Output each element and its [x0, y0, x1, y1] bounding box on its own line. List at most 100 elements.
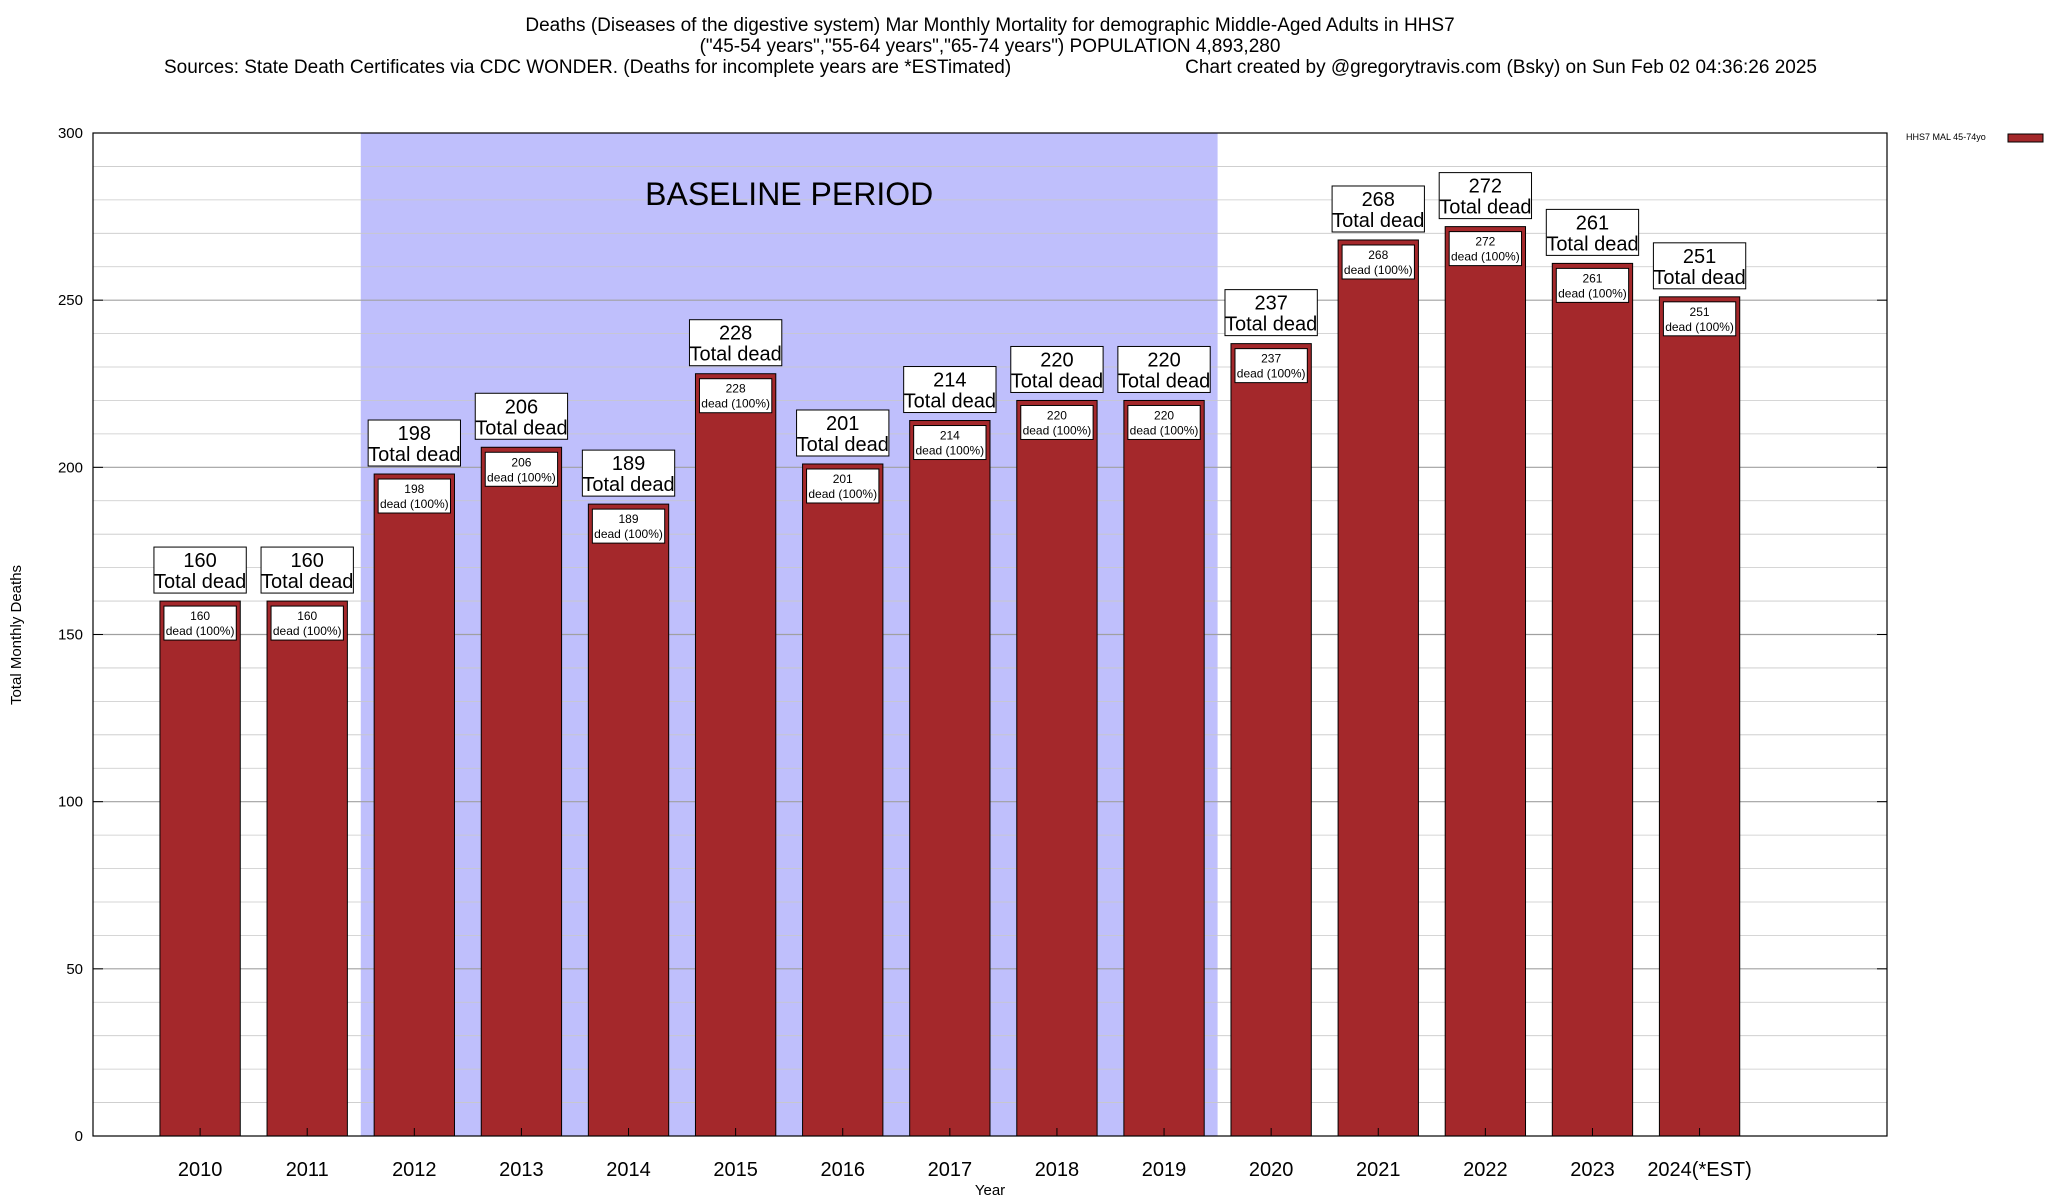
inner-label-value-2013: 206	[511, 455, 531, 469]
y-tick-label-150: 150	[58, 627, 83, 644]
inner-label-box-2024(*EST)	[1662, 301, 1737, 337]
top-label-text-2016: Total dead	[797, 434, 889, 456]
legend: HHS7 MAL 45-74yo	[1906, 132, 2044, 143]
top-label-text-2019: Total dead	[1118, 370, 1210, 392]
bar-2019	[1123, 399, 1205, 1137]
title-line-2: ("45-54 years","55-64 years","65-74 year…	[700, 36, 1281, 57]
top-label-box-2020	[1224, 289, 1318, 337]
inner-label-value-2022: 272	[1475, 235, 1495, 249]
top-label-text-2018: Total dead	[1011, 370, 1103, 392]
inner-label-value-2014: 189	[619, 512, 639, 526]
x-tick-label-2011: 2011	[286, 1159, 329, 1181]
top-label-box-2016	[796, 409, 890, 457]
top-label-value-2022: 272	[1469, 176, 1502, 198]
inner-label-text-2020: dead (100%)	[1237, 367, 1306, 381]
inner-label-text-2022: dead (100%)	[1451, 250, 1520, 264]
inner-label-text-2021: dead (100%)	[1344, 263, 1413, 277]
top-label-box-2015	[688, 319, 783, 367]
bar-2023	[1551, 262, 1634, 1137]
x-tick-label-2013: 2013	[499, 1159, 544, 1181]
inner-label-box-2017	[913, 425, 987, 461]
inner-label-box-2013	[484, 451, 559, 487]
inner-label-box-2010	[163, 605, 237, 641]
top-label-value-2010: 160	[183, 550, 216, 572]
inner-label-text-2015: dead (100%)	[701, 397, 770, 411]
y-tick-label-300: 300	[58, 125, 83, 142]
top-label-value-2016: 201	[826, 413, 859, 435]
x-tick-label-2022: 2022	[1463, 1159, 1508, 1181]
top-label-value-2018: 220	[1040, 349, 1073, 371]
x-tick-label-2021: 2021	[1356, 1159, 1401, 1181]
x-tick-label-2017: 2017	[928, 1159, 973, 1181]
inner-label-value-2021: 268	[1368, 248, 1388, 262]
inner-label-value-2010: 160	[190, 609, 210, 623]
top-label-value-2024(*EST): 251	[1683, 246, 1716, 268]
bar-2018	[1016, 399, 1098, 1137]
top-label-value-2020: 237	[1254, 293, 1287, 315]
inner-label-box-2019	[1127, 404, 1201, 440]
chart-title: Deaths (Diseases of the digestive system…	[164, 15, 1817, 78]
y-tick-label-50: 50	[66, 961, 83, 978]
x-tick-label-2010: 2010	[178, 1159, 223, 1181]
inner-label-text-2016: dead (100%)	[808, 487, 877, 501]
inner-label-text-2017: dead (100%)	[915, 444, 984, 458]
top-label-text-2013: Total dead	[475, 417, 567, 439]
top-label-text-2011: Total dead	[261, 571, 353, 593]
top-label-text-2014: Total dead	[582, 474, 674, 496]
top-label-box-2021	[1331, 185, 1425, 233]
legend-swatch	[2007, 133, 2044, 143]
inner-label-value-2016: 201	[833, 472, 853, 486]
top-label-text-2017: Total dead	[904, 391, 996, 413]
inner-label-value-2024(*EST): 251	[1690, 305, 1710, 319]
inner-label-value-2023: 261	[1582, 271, 1602, 285]
bar-2015	[694, 373, 777, 1137]
bar-2013	[480, 446, 563, 1137]
inner-label-value-2011: 160	[297, 609, 317, 623]
inner-label-box-2018	[1020, 404, 1094, 440]
top-label-box-2023	[1545, 208, 1640, 256]
inner-label-text-2019: dead (100%)	[1130, 423, 1199, 437]
bar-2012	[373, 473, 455, 1137]
x-tick-label-2024(*EST): 2024(*EST)	[1647, 1159, 1752, 1181]
top-label-box-2022	[1438, 172, 1533, 220]
top-label-box-2018	[1010, 345, 1104, 393]
top-label-text-2012: Total dead	[368, 444, 460, 466]
bar-2024(*EST)	[1658, 296, 1741, 1137]
top-label-value-2013: 206	[505, 396, 538, 418]
inner-label-value-2017: 214	[940, 429, 960, 443]
inner-label-box-2015	[698, 378, 773, 414]
inner-label-text-2012: dead (100%)	[380, 497, 449, 511]
top-label-box-2011	[260, 546, 354, 594]
plot-frame	[92, 132, 1888, 1137]
bar-2016	[802, 463, 884, 1137]
inner-label-box-2022	[1448, 231, 1523, 267]
top-label-text-2021: Total dead	[1332, 210, 1424, 232]
inner-label-text-2023: dead (100%)	[1558, 286, 1627, 300]
top-label-value-2012: 198	[398, 423, 431, 445]
bar-2011	[266, 600, 348, 1137]
x-tick-label-2016: 2016	[820, 1159, 865, 1181]
x-tick-label-2014: 2014	[606, 1159, 651, 1181]
inner-label-box-2011	[270, 605, 344, 641]
top-label-text-2023: Total dead	[1546, 233, 1638, 255]
top-label-text-2020: Total dead	[1225, 314, 1317, 336]
y-tick-label-250: 250	[58, 292, 83, 309]
title-line-3: Sources: State Death Certificates via CD…	[164, 57, 1011, 78]
inner-label-text-2010: dead (100%)	[166, 624, 235, 638]
top-label-value-2011: 160	[291, 550, 324, 572]
baseline-period-label: BASELINE PERIOD	[645, 176, 933, 212]
top-label-text-2015: Total dead	[689, 344, 781, 366]
y-tick-label-0: 0	[75, 1128, 83, 1145]
inner-label-box-2014	[591, 508, 666, 544]
inner-label-box-2012	[377, 478, 451, 514]
inner-label-text-2013: dead (100%)	[487, 470, 556, 484]
x-tick-label-2020: 2020	[1249, 1159, 1294, 1181]
bar-2010	[159, 600, 241, 1137]
top-label-value-2019: 220	[1147, 349, 1180, 371]
x-tick-label-2019: 2019	[1142, 1159, 1187, 1181]
inner-label-value-2012: 198	[404, 482, 424, 496]
inner-label-box-2020	[1234, 348, 1308, 384]
bar-2014	[587, 503, 670, 1137]
